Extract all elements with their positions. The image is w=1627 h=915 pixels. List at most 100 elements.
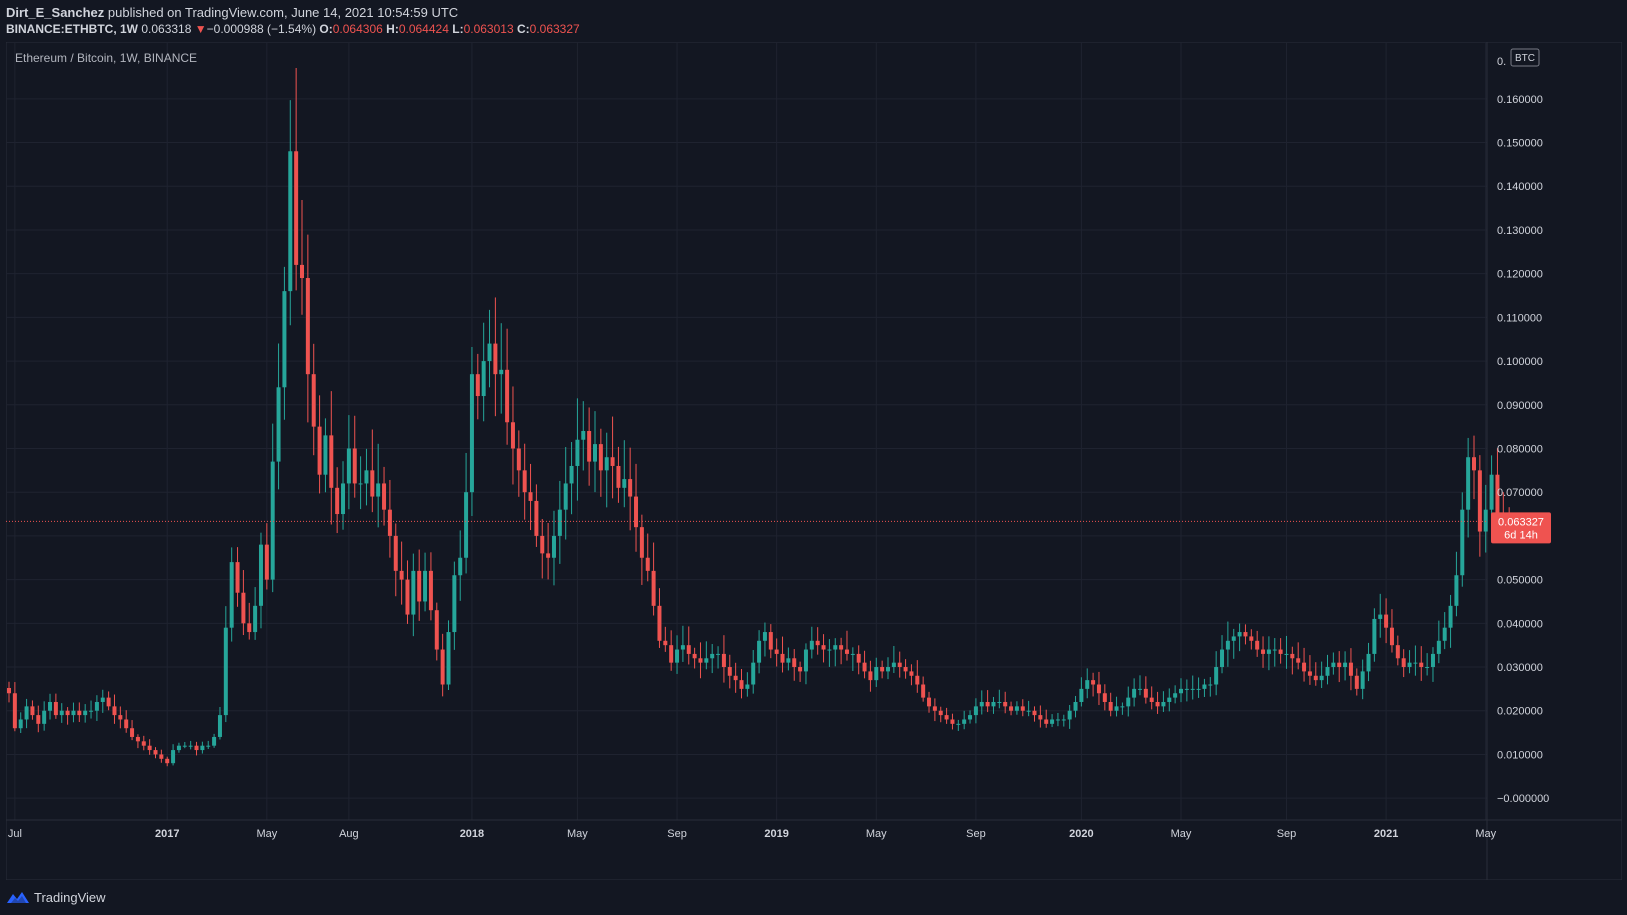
candle-body <box>780 653 785 663</box>
candle-body <box>1272 649 1277 651</box>
candle-body <box>979 701 984 707</box>
candle-body <box>581 431 586 440</box>
candle-body <box>130 728 135 737</box>
candle-body <box>751 662 756 685</box>
candle-body <box>1079 688 1084 702</box>
candle-body <box>1202 684 1207 689</box>
candle-body <box>973 706 978 716</box>
candle-body <box>188 745 193 747</box>
candle-body <box>1296 658 1301 663</box>
candle-body <box>909 671 914 676</box>
candle-body <box>1477 470 1482 532</box>
y-tick-top-partial: 0. <box>1497 56 1506 68</box>
candle-body <box>1196 688 1201 690</box>
y-tick-label: 0.110000 <box>1497 312 1542 324</box>
candle-body <box>1085 680 1090 689</box>
candle-body <box>346 448 351 484</box>
candle-body <box>294 151 299 265</box>
candle-body <box>469 374 474 493</box>
candle-body <box>833 645 838 650</box>
chart-area[interactable]: 0.160000 0.150000 0.140000 0.130000 0.120000… <box>5 41 1623 881</box>
candle-body <box>792 658 797 668</box>
candle-body <box>1354 675 1359 689</box>
x-tick-label: Aug <box>339 828 359 840</box>
candle-body <box>53 701 58 716</box>
chart-title: Ethereum / Bitcoin, 1W, BINANCE <box>15 51 197 65</box>
y-tick-label: 0.090000 <box>1497 400 1543 412</box>
y-tick-label: 0.160000 <box>1497 94 1543 106</box>
candle-body <box>622 479 627 488</box>
candle-body <box>12 693 17 729</box>
x-tick-label: May <box>567 828 588 840</box>
candle-body <box>124 719 129 729</box>
candle-body <box>639 527 644 558</box>
x-tick-label: Sep <box>1277 828 1297 840</box>
candle-body <box>1442 627 1447 641</box>
candle-body <box>528 492 533 501</box>
candle-body <box>1430 653 1435 668</box>
candle-body <box>1483 509 1488 532</box>
candle-body <box>1184 688 1189 690</box>
high-label: H: <box>386 22 399 36</box>
candle-body <box>1237 632 1242 637</box>
candle-body <box>106 697 111 707</box>
candle-body <box>393 535 398 571</box>
candle-body <box>768 632 773 650</box>
candle-body <box>956 723 961 725</box>
candle-body <box>1395 645 1400 659</box>
candle-body <box>1208 684 1213 686</box>
y-tick-label: −0.000000 <box>1497 793 1549 805</box>
x-tick-label: May <box>1171 828 1192 840</box>
candle-body <box>657 605 662 641</box>
candle-body <box>675 649 680 663</box>
candle-body <box>698 658 703 663</box>
candle-body <box>604 457 609 471</box>
x-tick-label: 2021 <box>1374 828 1398 840</box>
candle-body <box>194 745 199 751</box>
candle-body <box>1225 640 1230 650</box>
candle-body <box>171 750 176 764</box>
currency-badge[interactable]: BTC <box>1510 48 1540 67</box>
y-tick-label: 0.020000 <box>1497 706 1543 718</box>
candle-body <box>323 435 328 475</box>
author-name[interactable]: Dirt_E_Sanchez <box>6 5 105 20</box>
candle-body <box>65 710 70 716</box>
candle-body <box>880 667 885 672</box>
candle-body <box>1255 640 1260 650</box>
candle-body <box>1155 701 1160 707</box>
candle-body <box>1284 653 1289 655</box>
candle-body <box>1044 719 1049 724</box>
candle-body <box>1472 457 1476 471</box>
time-axis[interactable]: Jul 2017 May Aug 2018 May Sep 2019 May Sep 2020 May… <box>8 828 1497 840</box>
candle-body <box>1026 710 1031 712</box>
candle-body <box>557 509 562 536</box>
candle-body <box>376 483 381 497</box>
x-tick-label: Sep <box>667 828 687 840</box>
candle-body <box>1009 706 1014 711</box>
candle-body <box>1214 667 1219 685</box>
candle-body <box>147 745 152 751</box>
candle-body <box>903 667 908 672</box>
candle-body <box>991 701 996 707</box>
candle-body <box>891 662 896 668</box>
candle-body <box>458 557 463 576</box>
candle-body <box>276 387 281 462</box>
candle-body <box>270 461 275 580</box>
candle-body <box>440 649 445 685</box>
candle-body <box>1091 680 1096 685</box>
candle-body <box>505 369 510 423</box>
candle-body <box>264 544 269 580</box>
candle-body <box>1313 675 1318 681</box>
candle-body <box>669 645 674 663</box>
candle-body <box>1454 575 1459 606</box>
chart-frame <box>5 41 1623 881</box>
footer-brand[interactable]: TradingView <box>6 886 106 908</box>
candle-body <box>1108 701 1113 711</box>
candle-body <box>1419 662 1424 668</box>
candle-body <box>1266 649 1271 654</box>
candle-body <box>1489 474 1494 510</box>
candle-body <box>827 649 832 651</box>
candle-body <box>534 500 539 536</box>
candlestick-chart[interactable]: 0.160000 0.150000 0.140000 0.130000 0.120000… <box>5 41 1623 881</box>
candle-body <box>757 640 762 663</box>
